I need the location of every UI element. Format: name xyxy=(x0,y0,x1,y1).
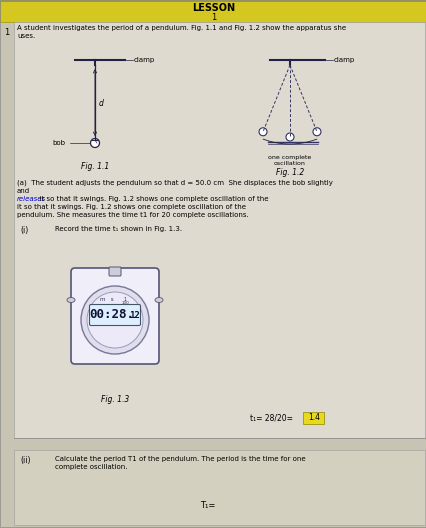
Text: m   s: m s xyxy=(100,297,114,302)
Text: 1: 1 xyxy=(4,28,9,37)
Circle shape xyxy=(90,138,99,147)
Ellipse shape xyxy=(67,297,75,303)
FancyBboxPatch shape xyxy=(109,267,121,276)
Text: 1: 1 xyxy=(123,297,126,302)
Text: (i): (i) xyxy=(20,226,28,235)
Ellipse shape xyxy=(155,297,163,303)
Text: releases: releases xyxy=(17,196,46,202)
Text: 100: 100 xyxy=(121,300,129,305)
Text: clamp: clamp xyxy=(333,57,354,63)
Bar xyxy=(14,22,424,438)
Text: d: d xyxy=(99,99,104,108)
Circle shape xyxy=(81,286,149,354)
Text: t₁= 28/20=: t₁= 28/20= xyxy=(249,413,292,422)
Text: 1.4: 1.4 xyxy=(307,413,319,422)
Text: T₁=: T₁= xyxy=(199,502,215,511)
Circle shape xyxy=(285,133,294,141)
Text: Record the time t₁ shown in Fig. 1.3.: Record the time t₁ shown in Fig. 1.3. xyxy=(55,226,182,232)
Circle shape xyxy=(259,128,266,136)
Text: (a)  The student adjusts the pendulum so that d = 50.0 cm  She displaces the bob: (a) The student adjusts the pendulum so … xyxy=(17,179,332,185)
Text: pendulum. She measures the time t1 for 20 complete oscillations.: pendulum. She measures the time t1 for 2… xyxy=(17,212,248,218)
Circle shape xyxy=(312,128,320,136)
Text: and: and xyxy=(17,188,30,194)
Text: A student investigates the period of a pendulum. Fig. 1.1 and Fig. 1.2 show the : A student investigates the period of a p… xyxy=(17,25,345,39)
Circle shape xyxy=(87,292,143,348)
Text: Fig. 1.2: Fig. 1.2 xyxy=(275,168,303,177)
Text: 12: 12 xyxy=(130,310,140,319)
Text: Fig. 1.1: Fig. 1.1 xyxy=(81,162,109,171)
Text: Fig. 1.3: Fig. 1.3 xyxy=(101,395,129,404)
Text: LESSON: LESSON xyxy=(192,3,234,13)
FancyBboxPatch shape xyxy=(71,268,158,364)
Text: Calculate the period T1 of the pendulum. The period is the time for one
complete: Calculate the period T1 of the pendulum.… xyxy=(55,456,305,470)
Text: 00:28.: 00:28. xyxy=(89,308,134,322)
Text: 1: 1 xyxy=(210,13,216,22)
FancyBboxPatch shape xyxy=(303,411,324,423)
Text: it so that it swings. Fig. 1.2 shows one complete oscillation of the: it so that it swings. Fig. 1.2 shows one… xyxy=(17,204,245,210)
Bar xyxy=(14,450,424,525)
Text: (ii): (ii) xyxy=(20,456,30,465)
Text: clamp: clamp xyxy=(134,57,155,63)
FancyBboxPatch shape xyxy=(89,305,140,325)
Text: one complete
oscillation: one complete oscillation xyxy=(268,155,311,166)
Text: it so that it swings. Fig. 1.2 shows one complete oscillation of the: it so that it swings. Fig. 1.2 shows one… xyxy=(17,196,268,202)
Bar xyxy=(0,0,426,22)
Text: bob: bob xyxy=(52,140,65,146)
